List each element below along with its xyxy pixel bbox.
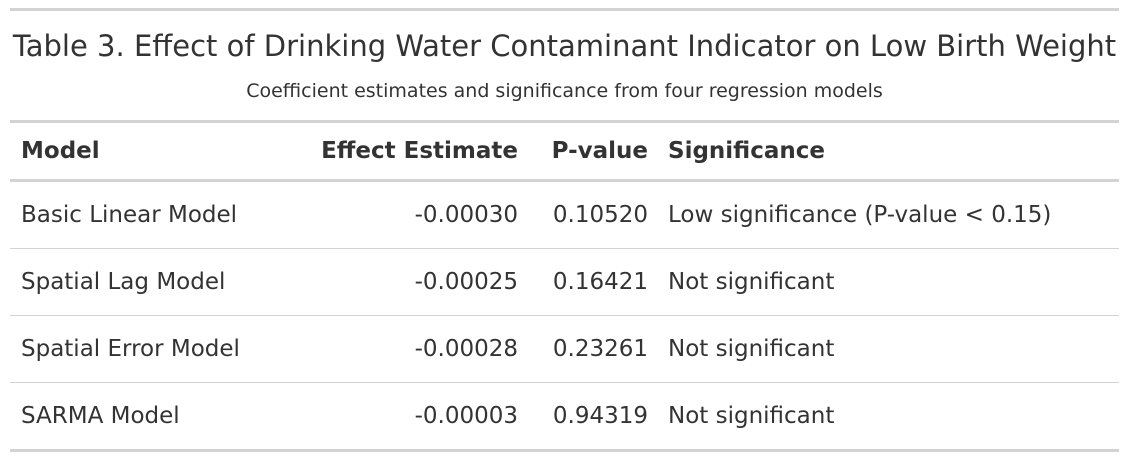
cell-effect-estimate: -0.00003 [261,382,518,452]
column-header-effect-estimate: Effect Estimate [261,123,518,182]
cell-p-value: 0.23261 [518,315,648,383]
table-subtitle: Coefficient estimates and significance f… [246,80,883,102]
table-row: Spatial Error Model -0.00028 0.23261 Not… [10,315,1119,383]
table-row: Basic Linear Model -0.00030 0.10520 Low … [10,180,1119,249]
column-header-p-value: P-value [518,123,648,182]
cell-effect-estimate: -0.00025 [261,248,518,316]
header-row: Model Effect Estimate P-value Significan… [10,123,1119,182]
column-header-significance: Significance [648,123,1119,182]
cell-model: SARMA Model [10,382,261,452]
results-table-container: Table 3. Effect of Drinking Water Contam… [10,8,1119,452]
cell-significance: Not significant [648,248,1119,316]
table-title: Table 3. Effect of Drinking Water Contam… [12,29,1117,63]
cell-significance: Not significant [648,315,1119,383]
cell-effect-estimate: -0.00030 [261,180,518,249]
cell-p-value: 0.94319 [518,382,648,452]
table-row: SARMA Model -0.00003 0.94319 Not signifi… [10,382,1119,452]
column-header-model: Model [10,123,261,182]
cell-p-value: 0.16421 [518,248,648,316]
top-rule [10,8,1119,11]
cell-effect-estimate: -0.00028 [261,315,518,383]
cell-model: Spatial Lag Model [10,248,261,316]
cell-significance: Not significant [648,382,1119,452]
results-table: Model Effect Estimate P-value Significan… [10,123,1119,452]
cell-model: Basic Linear Model [10,180,261,249]
cell-significance: Low significance (P-value < 0.15) [648,180,1119,249]
cell-model: Spatial Error Model [10,315,261,383]
cell-p-value: 0.10520 [518,180,648,249]
header-top-rule [10,120,1119,123]
table-row: Spatial Lag Model -0.00025 0.16421 Not s… [10,248,1119,316]
